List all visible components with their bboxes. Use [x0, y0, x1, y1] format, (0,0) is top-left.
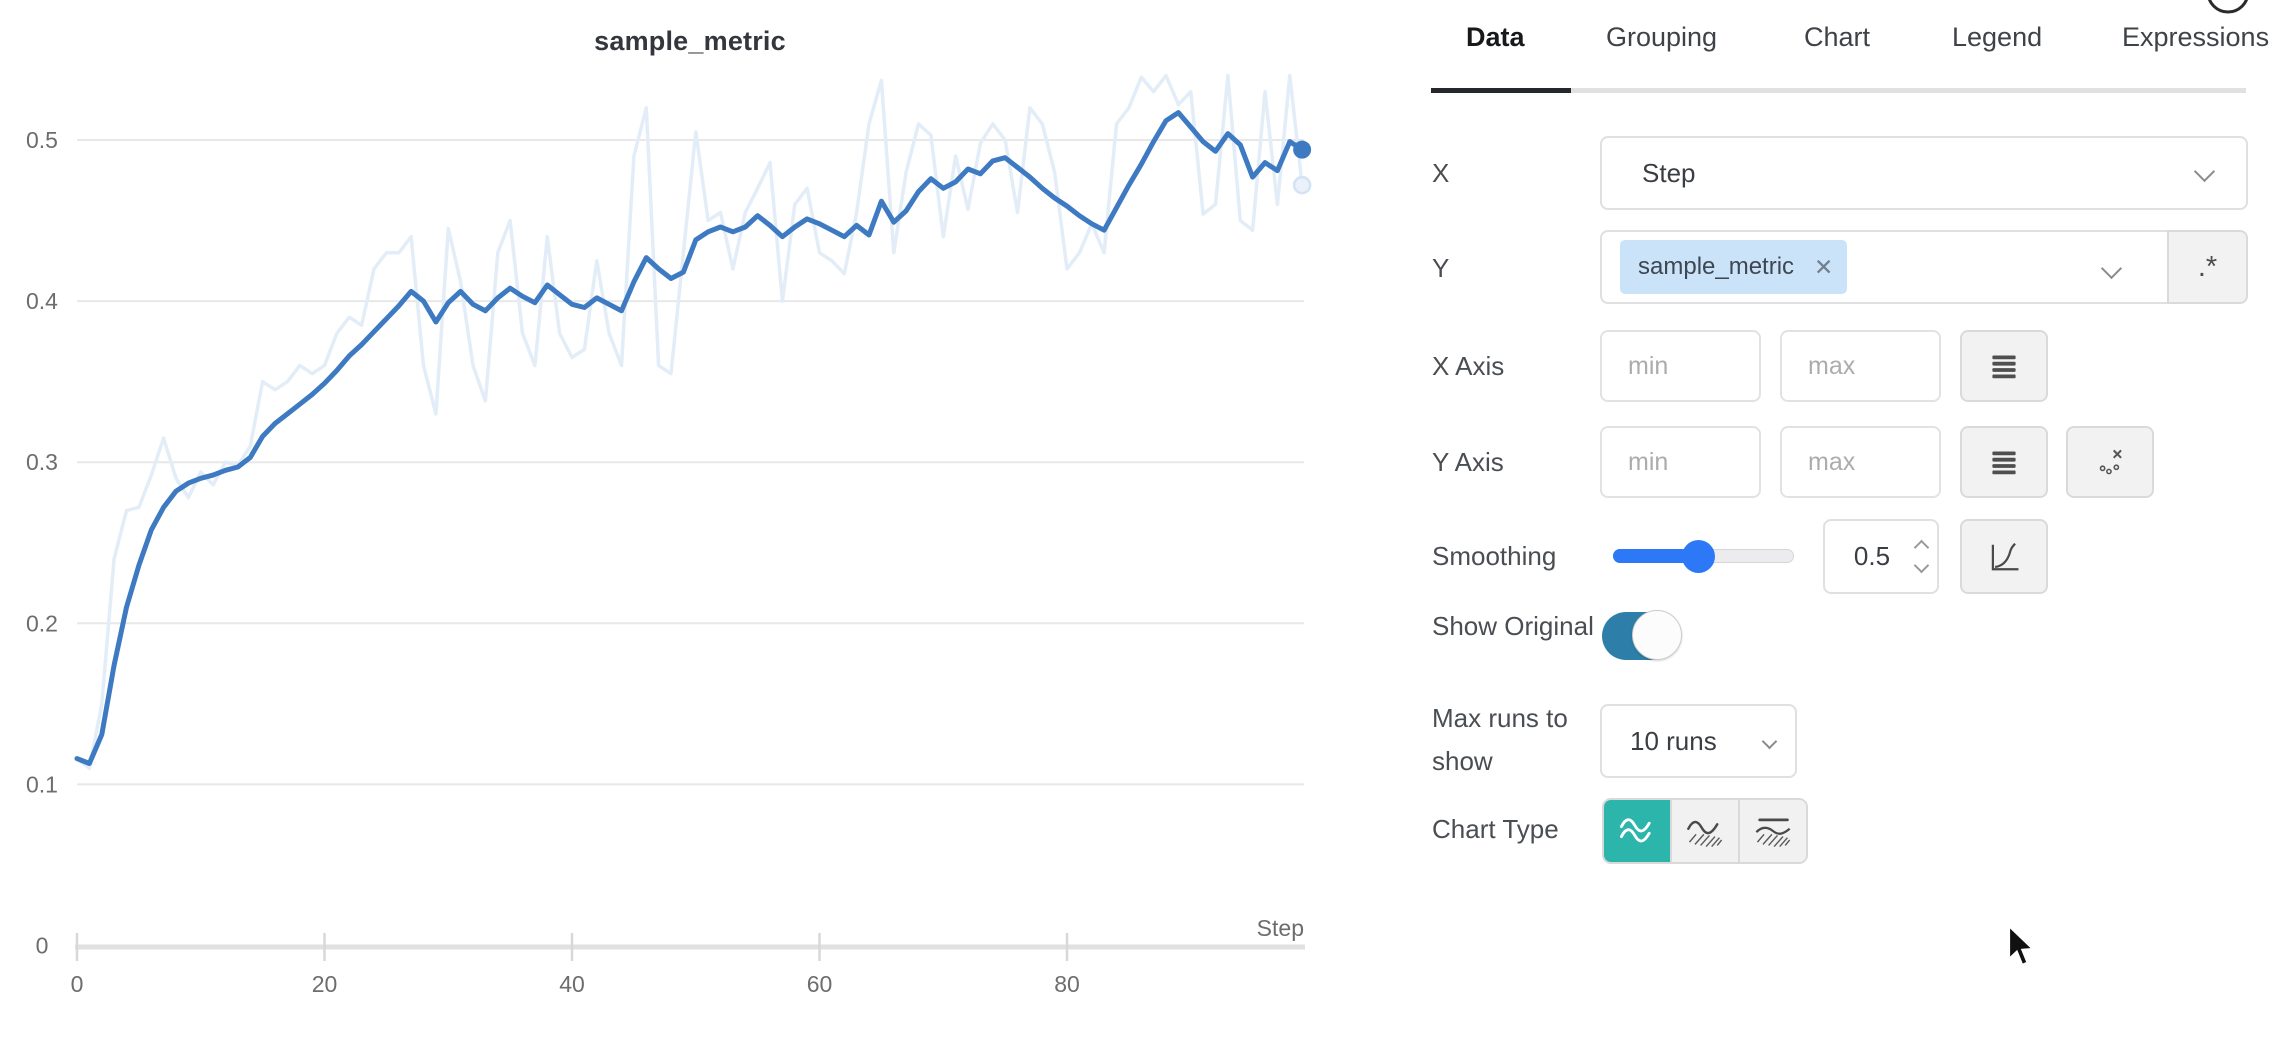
svg-text:0.3: 0.3	[26, 449, 58, 475]
outliers-icon	[2099, 449, 2122, 475]
log-scale-icon	[1992, 355, 2016, 379]
line-chart-icon	[1620, 818, 1651, 843]
svg-text:0.4: 0.4	[26, 288, 58, 314]
y-axis-log-scale-button[interactable]	[1960, 426, 2048, 498]
x-axis-select-value: Step	[1642, 157, 1696, 188]
ignore-outliers-button[interactable]	[2066, 426, 2154, 498]
x-axis-select[interactable]: Step	[1600, 136, 2248, 210]
chart-type-percentile-button[interactable]	[1738, 800, 1806, 862]
x-axis-row-label: X Axis	[1432, 351, 1505, 381]
max-runs-select[interactable]: 10 runs	[1600, 704, 1797, 778]
tab-data[interactable]: Data	[1466, 22, 1525, 52]
y-axis-row-label: Y Axis	[1432, 447, 1504, 477]
chart-type-line-button[interactable]	[1604, 800, 1670, 862]
svg-text:40: 40	[559, 971, 585, 997]
metric-chip: sample_metric ✕	[1620, 240, 1848, 294]
smoothing-curve-icon	[1991, 542, 2019, 570]
chevron-down-icon	[2193, 160, 2216, 183]
tab-legend[interactable]: Legend	[1952, 22, 2043, 52]
x-axis-log-scale-button[interactable]	[1960, 330, 2048, 402]
smoothing-value-input[interactable]: 0.5	[1823, 519, 1939, 594]
tab-chart[interactable]: Chart	[1804, 22, 1871, 52]
percentile-chart-icon	[1755, 818, 1791, 848]
svg-text:0.1: 0.1	[26, 771, 58, 797]
regex-label: .*	[2197, 250, 2218, 283]
stepper-arrows[interactable]	[1913, 539, 1930, 574]
smoothing-value: 0.5	[1853, 541, 1891, 571]
x-axis-min-input[interactable]	[1600, 330, 1761, 402]
metric-chip-label: sample_metric	[1638, 253, 1795, 280]
smoothing-label: Smoothing	[1432, 541, 1557, 571]
smoothing-type-button[interactable]	[1960, 519, 2048, 594]
log-scale-icon	[1992, 451, 2016, 475]
svg-text:60: 60	[807, 971, 833, 997]
svg-text:0.2: 0.2	[26, 610, 58, 636]
tab-grouping[interactable]: Grouping	[1606, 22, 1718, 52]
smoothing-slider-knob[interactable]	[1682, 540, 1715, 573]
svg-text:80: 80	[1054, 971, 1080, 997]
chevron-down-icon	[1913, 557, 1930, 574]
chart-title: sample_metric	[594, 26, 786, 56]
chip-remove-icon[interactable]: ✕	[1814, 253, 1834, 280]
regex-toggle-button[interactable]: .*	[2167, 230, 2248, 304]
chevron-down-icon	[1761, 733, 1778, 750]
active-tab-indicator	[1431, 88, 1571, 93]
area-chart-icon	[1687, 820, 1723, 848]
svg-text:20: 20	[312, 971, 338, 997]
chart-type-button-group	[1602, 798, 1808, 864]
mouse-cursor	[2007, 924, 2036, 967]
max-runs-label: Max runs to show	[1432, 703, 1568, 776]
show-original-label: Show Original	[1432, 611, 1594, 641]
svg-text:0: 0	[36, 933, 49, 959]
chart-type-area-button[interactable]	[1670, 800, 1738, 862]
chart-type-label: Chart Type	[1432, 814, 1559, 844]
smoothing-slider-fill	[1613, 549, 1701, 563]
svg-text:Step: Step	[1257, 915, 1304, 941]
toggle-knob	[1632, 610, 1682, 660]
max-runs-value: 10 runs	[1630, 725, 1717, 756]
clipped-corner-icon	[2208, 0, 2248, 14]
svg-text:0.5: 0.5	[26, 127, 58, 153]
tab-expressions[interactable]: Expressions	[2122, 22, 2270, 52]
x-field-label: X	[1432, 158, 1450, 188]
y-field-label: Y	[1432, 253, 1450, 283]
x-axis-max-input[interactable]	[1780, 330, 1941, 402]
y-axis-min-input[interactable]	[1600, 426, 1761, 498]
y-metric-select[interactable]: sample_metric ✕	[1600, 230, 2169, 304]
tab-underline	[1431, 88, 2246, 93]
metric-line-chart[interactable]: 0 20 40 60 80 0.5 0.4 0.3 0.2 0.1 0 Step	[0, 0, 1380, 1040]
chevron-down-icon	[2100, 257, 2123, 280]
svg-text:0: 0	[71, 971, 84, 997]
y-axis-max-input[interactable]	[1780, 426, 1941, 498]
chevron-up-icon	[1913, 539, 1930, 556]
